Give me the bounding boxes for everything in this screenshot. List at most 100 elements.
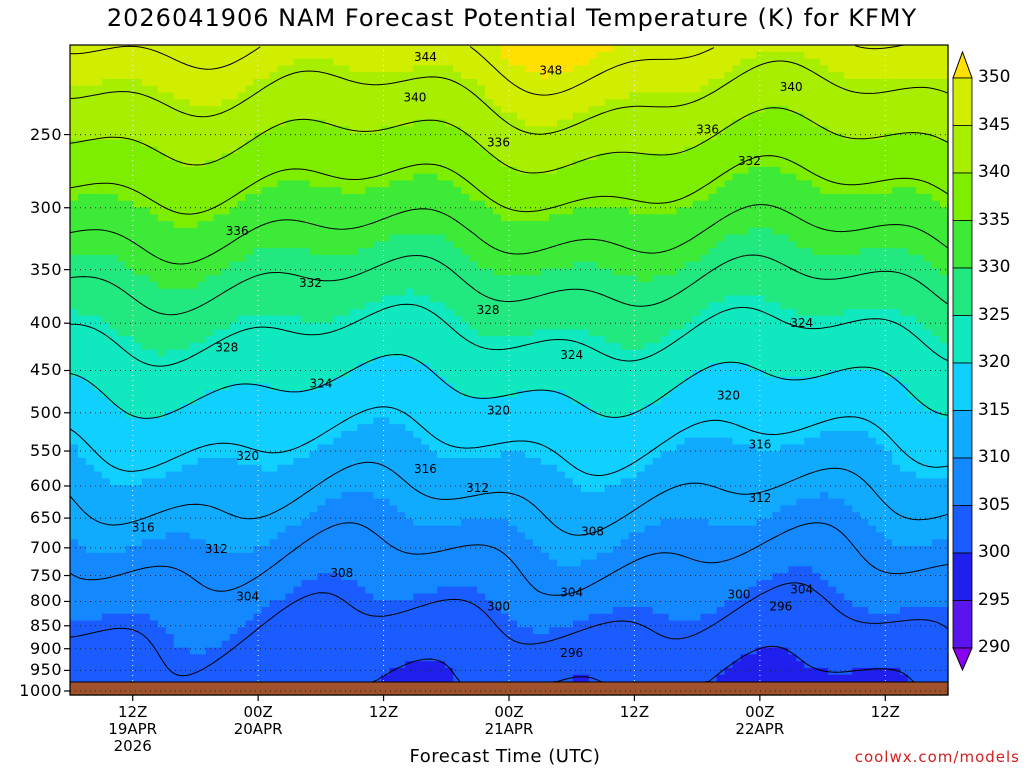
fill-cell [445, 478, 454, 486]
fill-cell [421, 105, 430, 114]
fill-cell [357, 322, 366, 330]
fill-cell [197, 383, 207, 391]
fill-cell [117, 593, 127, 601]
fill-cell [413, 647, 422, 655]
fill-cell [157, 92, 167, 100]
fill-cell [70, 430, 79, 439]
fill-cell [301, 403, 311, 412]
fill-cell [453, 403, 462, 412]
fill-cell [181, 72, 191, 80]
fill-cell [125, 105, 135, 114]
fill-cell [205, 458, 215, 466]
fill-cell [157, 207, 167, 215]
fill-cell [429, 383, 438, 391]
fill-cell [341, 221, 350, 229]
fill-cell [445, 410, 454, 418]
fill-cell [221, 403, 231, 412]
fill-cell [189, 518, 199, 527]
fill-cell [181, 458, 191, 466]
fill-cell [269, 214, 279, 222]
fill-cell [389, 336, 398, 344]
fill-cell [221, 539, 231, 547]
fill-cell [285, 505, 295, 513]
fill-cell [125, 600, 135, 608]
fill-cell [397, 119, 406, 127]
fill-cell [205, 193, 215, 202]
fill-cell [133, 268, 143, 276]
fill-cell [93, 417, 103, 425]
fill-cell [421, 221, 430, 229]
fill-cell [397, 647, 406, 655]
fill-cell [453, 221, 462, 229]
fill-cell [70, 187, 79, 195]
fill-cell [317, 370, 327, 378]
fill-cell [269, 234, 279, 242]
fill-cell [125, 112, 135, 121]
fill-cell [109, 491, 119, 500]
fill-cell [429, 214, 438, 222]
fill-cell [349, 342, 358, 351]
fill-cell [213, 397, 223, 405]
fill-cell [397, 72, 406, 80]
fill-cell [421, 180, 430, 188]
fill-cell [133, 586, 143, 595]
fill-cell [261, 471, 271, 479]
fill-cell [93, 187, 103, 195]
fill-cell [157, 180, 167, 188]
fill-cell [221, 525, 231, 534]
fill-cell [429, 532, 438, 540]
fill-cell [70, 261, 79, 270]
fill-cell [429, 99, 438, 107]
fill-cell [205, 207, 215, 215]
fill-cell [461, 410, 470, 418]
fill-cell [317, 525, 327, 534]
fill-cell [437, 356, 446, 364]
fill-cell [309, 525, 319, 534]
fill-cell [349, 661, 358, 669]
fill-cell [461, 85, 470, 93]
fill-cell [413, 99, 422, 107]
fill-cell [413, 485, 422, 493]
fill-cell [229, 295, 239, 303]
fill-cell [389, 51, 398, 60]
fill-cell [109, 221, 119, 229]
fill-cell [205, 667, 215, 676]
fill-cell [389, 133, 398, 141]
fill-cell [269, 437, 279, 446]
fill-cell [333, 424, 342, 432]
fill-cell [445, 606, 454, 615]
fill-cell [70, 478, 79, 486]
fill-cell [333, 586, 342, 595]
fill-cell [101, 126, 111, 134]
fill-cell [269, 363, 279, 371]
fill-cell [421, 410, 430, 418]
fill-cell [261, 126, 271, 134]
fill-cell [117, 309, 127, 317]
fill-cell [213, 214, 223, 222]
fill-cell [445, 295, 454, 303]
fill-cell [93, 661, 103, 669]
fill-cell [77, 661, 87, 669]
fill-cell [477, 532, 486, 540]
fill-cell [429, 593, 438, 601]
fill-cell [141, 65, 151, 73]
fill-cell [157, 302, 167, 310]
fill-cell [213, 559, 223, 567]
fill-cell [429, 654, 438, 662]
fill-cell [397, 329, 406, 337]
fill-cell [277, 78, 287, 87]
fill-cell [301, 376, 311, 385]
fill-cell [301, 579, 311, 588]
fill-cell [197, 261, 207, 270]
fill-cell [421, 99, 430, 107]
fill-cell [237, 329, 247, 337]
fill-cell [325, 376, 334, 385]
fill-cell [101, 349, 111, 358]
fill-cell [237, 383, 247, 391]
fill-cell [381, 363, 390, 371]
fill-cell [397, 397, 406, 405]
fill-cell [269, 160, 279, 168]
fill-cell [357, 424, 366, 432]
fill-cell [325, 200, 334, 209]
fill-cell [125, 424, 135, 432]
